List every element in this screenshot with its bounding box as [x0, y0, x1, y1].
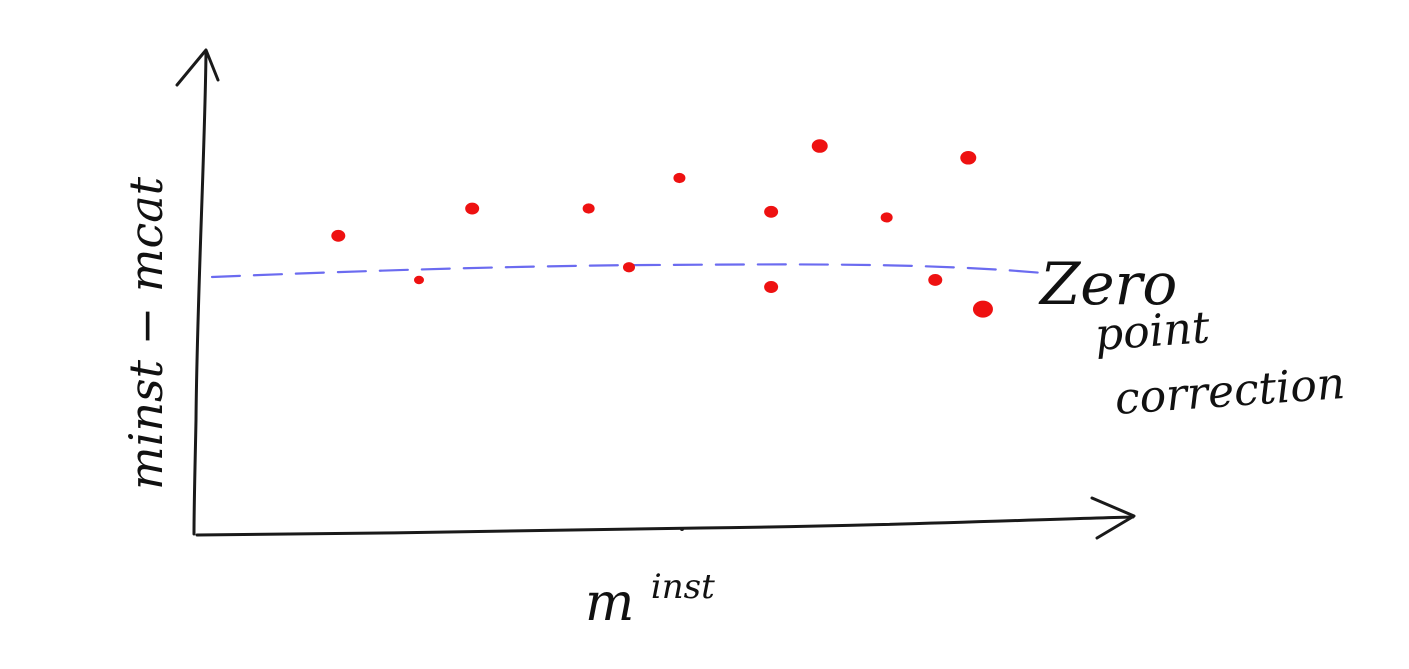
x-axis-tick-mark: [680, 527, 684, 531]
data-point: [764, 281, 779, 293]
data-point: [764, 205, 779, 218]
data-point: [880, 212, 893, 223]
annotation-line-1: Zero: [1038, 250, 1177, 318]
data-point: [622, 262, 635, 273]
data-point: [331, 229, 346, 242]
data-point: [972, 300, 993, 318]
data-point: [413, 275, 424, 285]
annotation-line-3: correction: [1113, 358, 1346, 425]
zero-point-line: [210, 263, 1045, 279]
x-axis-arrowhead: [1090, 496, 1136, 540]
data-point: [928, 274, 943, 286]
data-point: [811, 139, 828, 153]
data-point: [673, 172, 686, 184]
data-points: [331, 139, 993, 318]
y-axis-arrowhead: [175, 48, 220, 87]
data-point: [465, 202, 480, 215]
y-axis-label: minst − mcat: [119, 176, 173, 490]
data-point: [582, 203, 595, 214]
x-axis-label-main: m: [585, 573, 634, 633]
data-point: [960, 150, 977, 165]
x-axis-line: [195, 515, 1135, 537]
y-axis-line: [192, 50, 208, 536]
x-axis-label-superscript: inst: [651, 567, 715, 607]
x-axis-label: m inst: [585, 567, 715, 633]
annotation-line-2: point: [1093, 302, 1211, 361]
